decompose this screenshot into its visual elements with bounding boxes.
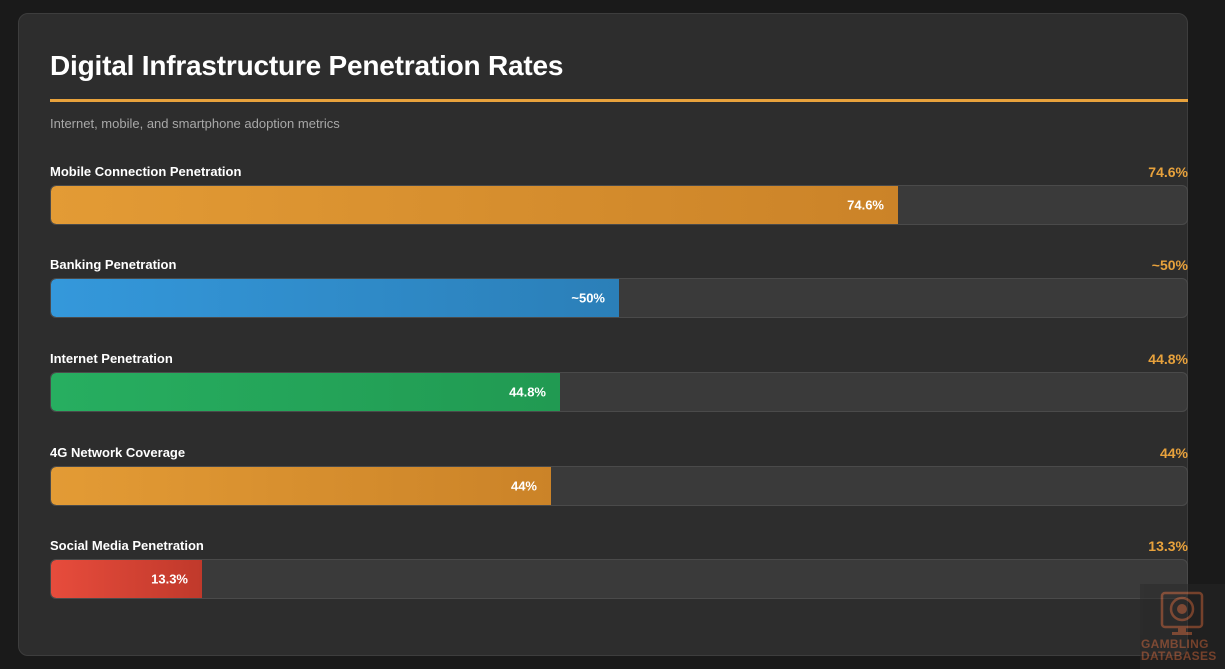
bar-inner-label: ~50% [571, 290, 605, 306]
watermark-text: GAMBLING DATABASES [1141, 638, 1217, 662]
bar-value-label: 74.6% [1148, 164, 1188, 180]
bar-category-label: Internet Penetration [50, 351, 173, 366]
title-divider [50, 99, 1188, 102]
chart-subtitle: Internet, mobile, and smartphone adoptio… [50, 116, 340, 131]
bar-track: 44.8% [50, 372, 1188, 412]
bar-track: 74.6% [50, 185, 1188, 225]
bar-inner-label: 44% [510, 478, 537, 494]
bar-fill: 74.6% [51, 186, 898, 224]
bar-fill: 44.8% [51, 373, 560, 411]
chart-card: Digital Infrastructure Penetration Rates… [18, 13, 1188, 656]
bar-inner-label: 44.8% [509, 384, 546, 400]
chart-title: Digital Infrastructure Penetration Rates [50, 50, 564, 81]
bar-inner-label: 74.6% [847, 197, 884, 213]
bar-track: 44% [50, 466, 1188, 506]
bar-row: 4G Network Coverage 44% 44% [50, 445, 1188, 521]
bar-category-label: Mobile Connection Penetration [50, 164, 242, 179]
bar-category-label: Banking Penetration [50, 257, 177, 272]
bar-track: ~50% [50, 278, 1188, 318]
bar-fill: 44% [51, 467, 551, 505]
bar-inner-label: 13.3% [151, 571, 188, 587]
bar-value-label: 13.3% [1148, 538, 1188, 554]
bar-category-label: 4G Network Coverage [50, 445, 186, 460]
poker-chip-icon [1160, 591, 1204, 635]
watermark-line-2: DATABASES [1141, 649, 1217, 663]
bar-value-label: 44% [1159, 445, 1188, 461]
bar-row: Social Media Penetration 13.3% 13.3% [50, 538, 1188, 614]
bar-track: 13.3% [50, 559, 1188, 599]
bar-category-label: Social Media Penetration [50, 538, 204, 553]
bar-fill: ~50% [51, 279, 619, 317]
bar-value-label: 44.8% [1148, 351, 1188, 367]
bar-row: Banking Penetration ~50% ~50% [50, 257, 1188, 333]
watermark-line-1: GAMBLING [1141, 637, 1209, 651]
bar-value-label: ~50% [1151, 257, 1188, 273]
bar-fill: 13.3% [51, 560, 202, 598]
bar-row: Internet Penetration 44.8% 44.8% [50, 351, 1188, 427]
bar-row: Mobile Connection Penetration 74.6% 74.6% [50, 164, 1188, 240]
watermark: GAMBLING DATABASES [1140, 584, 1225, 669]
